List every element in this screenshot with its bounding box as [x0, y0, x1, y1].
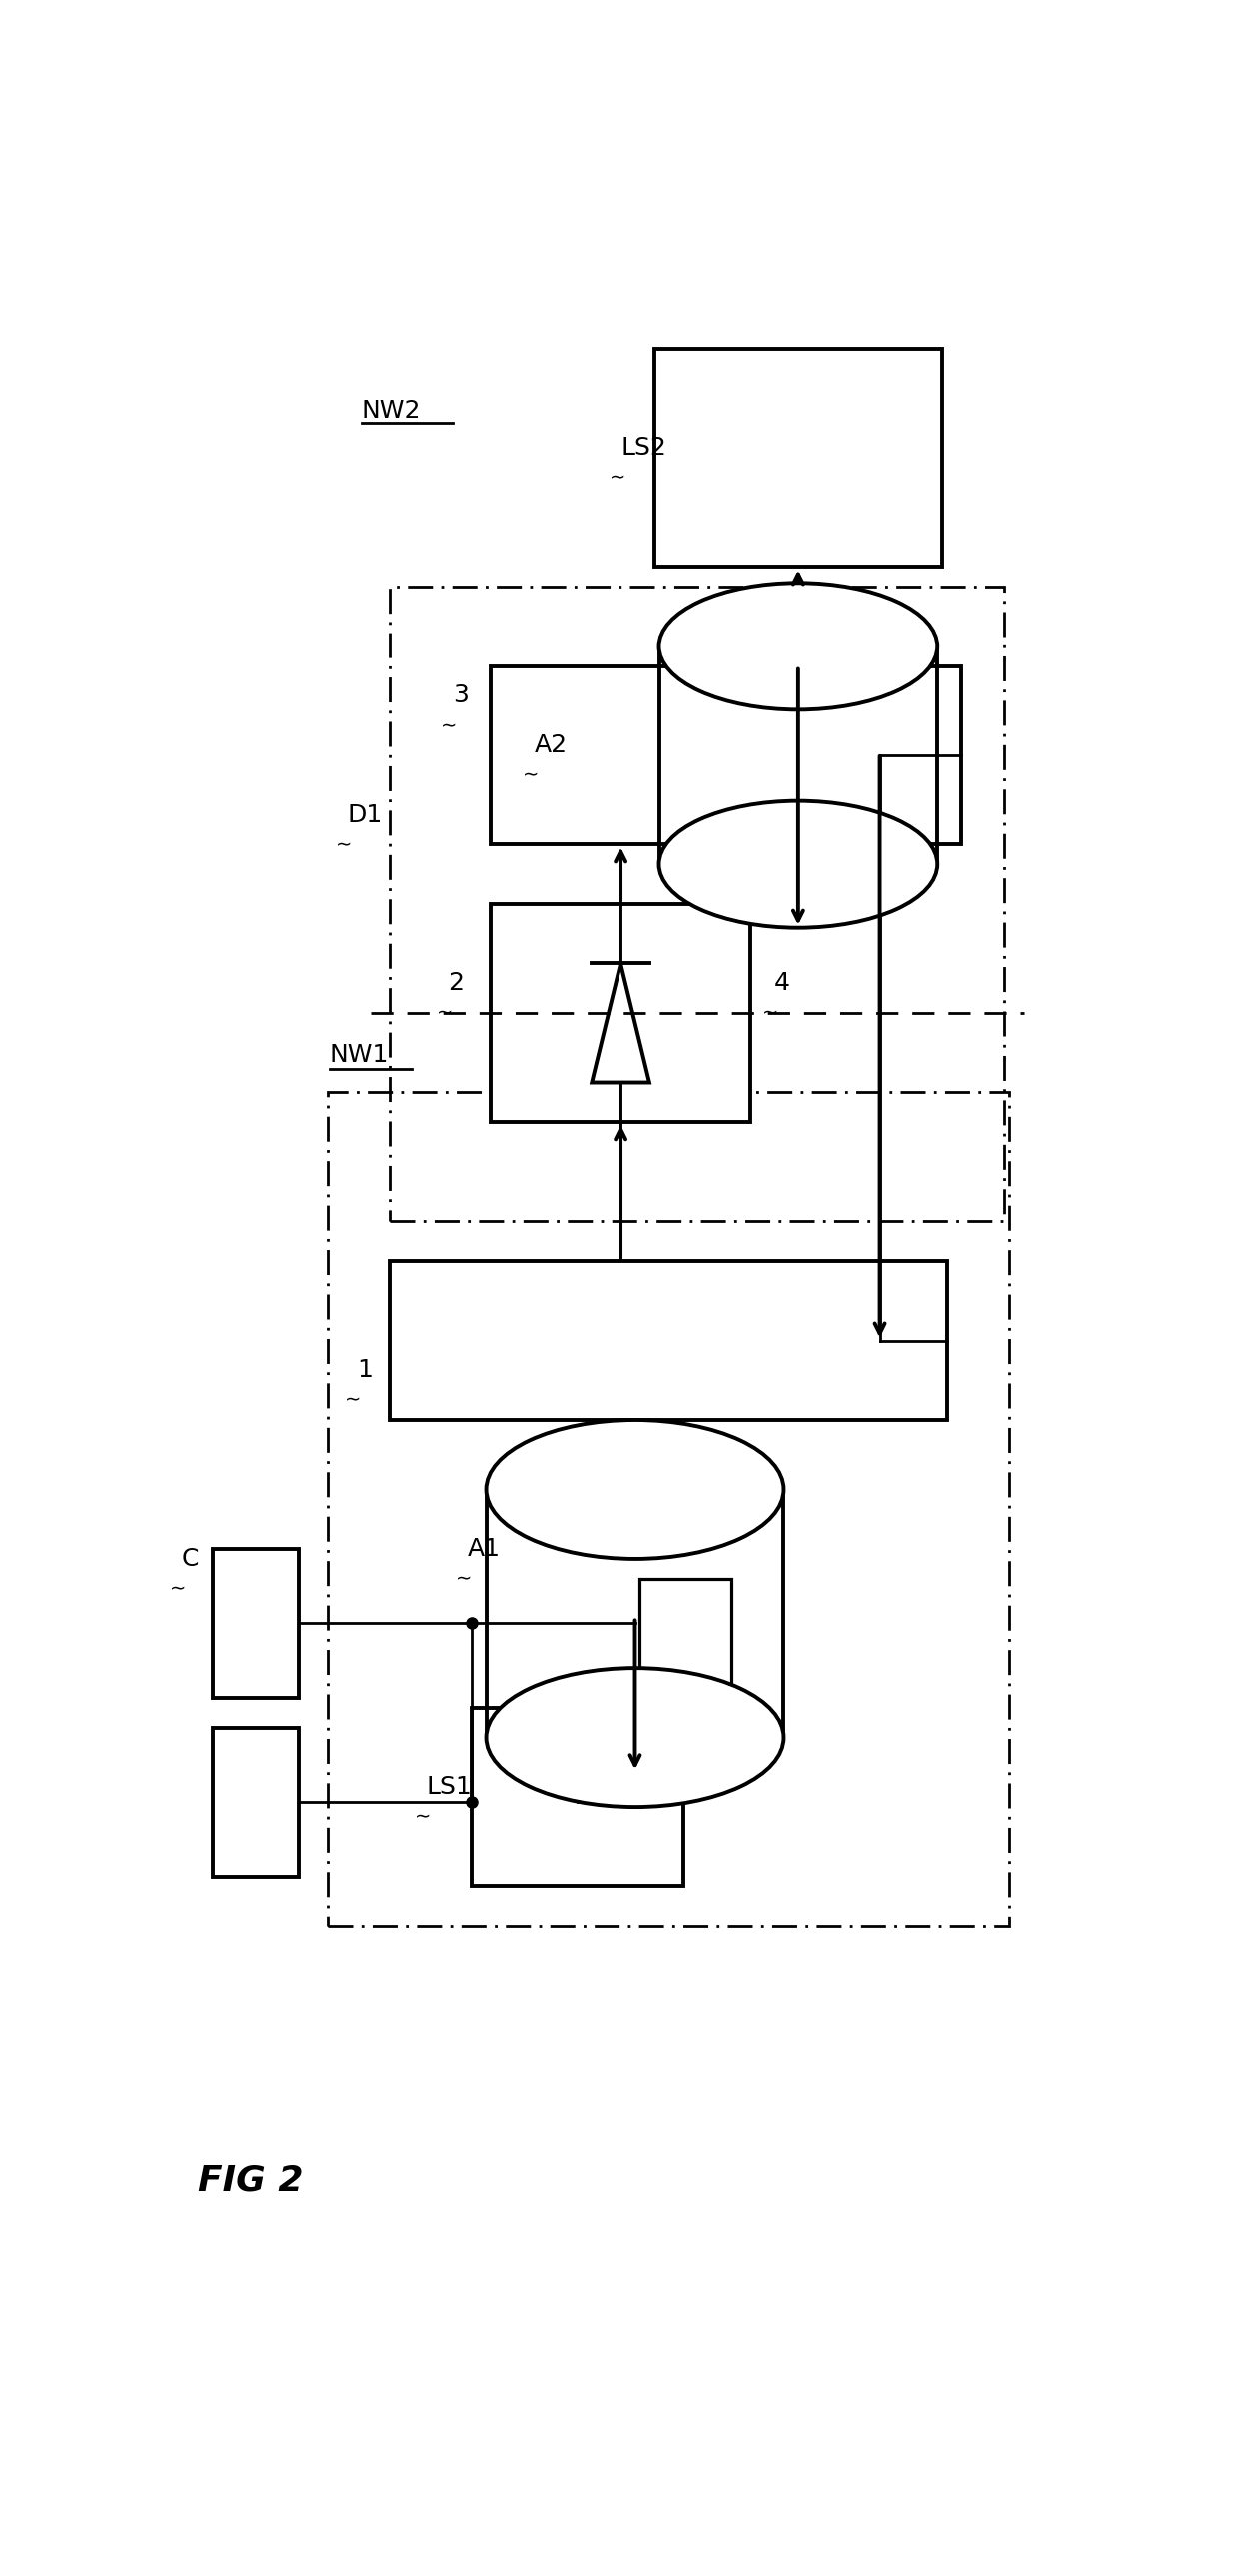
Text: A2: A2 — [534, 734, 567, 757]
Text: NW2: NW2 — [362, 399, 421, 422]
Text: 1: 1 — [357, 1358, 373, 1383]
Text: 4: 4 — [774, 971, 790, 994]
Text: NW1: NW1 — [330, 1043, 389, 1066]
Text: ∼: ∼ — [523, 765, 539, 786]
Text: 3: 3 — [452, 683, 468, 708]
Ellipse shape — [486, 1667, 784, 1806]
Ellipse shape — [659, 582, 938, 711]
Bar — [390, 587, 1005, 1221]
Text: LS1: LS1 — [426, 1775, 471, 1798]
Ellipse shape — [486, 1419, 784, 1558]
Bar — [659, 647, 938, 866]
Bar — [491, 667, 961, 845]
Bar — [213, 1728, 299, 1875]
Text: ∼: ∼ — [456, 1569, 472, 1587]
Text: 2: 2 — [447, 971, 463, 994]
Text: FIG 2: FIG 2 — [198, 2164, 304, 2197]
Text: ∼: ∼ — [170, 1579, 187, 1597]
Bar — [491, 904, 750, 1123]
Bar — [639, 1579, 731, 1698]
Text: C: C — [182, 1546, 199, 1571]
Text: ∼: ∼ — [652, 1757, 669, 1777]
Ellipse shape — [659, 801, 938, 927]
Text: ∼: ∼ — [336, 835, 352, 855]
Bar — [486, 1489, 784, 1736]
Text: ∼: ∼ — [610, 469, 626, 487]
Text: ∼: ∼ — [763, 1005, 779, 1023]
Bar — [472, 1708, 683, 1886]
Bar — [654, 348, 943, 567]
Text: ∼: ∼ — [344, 1391, 362, 1409]
Text: LS2: LS2 — [621, 435, 667, 461]
Text: ∼: ∼ — [441, 716, 457, 734]
Bar — [327, 1092, 1010, 1927]
Text: 5: 5 — [664, 1726, 679, 1749]
Bar — [390, 1262, 947, 1419]
Bar — [213, 1548, 299, 1698]
Text: D1: D1 — [347, 804, 382, 827]
Text: ∼: ∼ — [436, 1005, 452, 1023]
Text: ∼: ∼ — [414, 1808, 430, 1826]
Text: A1: A1 — [467, 1538, 499, 1561]
